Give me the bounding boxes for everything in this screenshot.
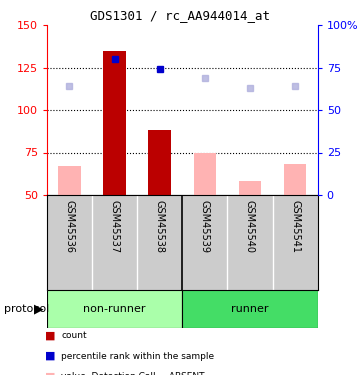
Text: percentile rank within the sample: percentile rank within the sample [61,352,214,361]
Bar [47,290,182,328]
Text: GSM45539: GSM45539 [200,200,210,253]
Text: GSM45540: GSM45540 [245,200,255,253]
Bar [58,166,81,195]
Text: ■: ■ [45,330,56,340]
Text: ■: ■ [45,351,56,361]
Bar [103,51,126,195]
Text: runner: runner [231,304,269,314]
Text: GSM45537: GSM45537 [110,200,119,253]
Text: GSM45538: GSM45538 [155,200,165,253]
Text: non-runner: non-runner [83,304,146,314]
Text: value, Detection Call = ABSENT: value, Detection Call = ABSENT [61,372,205,375]
Bar [193,153,216,195]
Bar [148,130,171,195]
Text: GSM45536: GSM45536 [65,200,74,253]
Text: count: count [61,331,87,340]
Bar [284,164,306,195]
Text: ■: ■ [45,372,56,375]
Bar [239,182,261,195]
Text: GDS1301 / rc_AA944014_at: GDS1301 / rc_AA944014_at [91,9,270,22]
Text: ▶: ▶ [34,303,44,315]
Text: protocol: protocol [4,304,49,314]
Bar [182,290,318,328]
Text: GSM45541: GSM45541 [290,200,300,253]
